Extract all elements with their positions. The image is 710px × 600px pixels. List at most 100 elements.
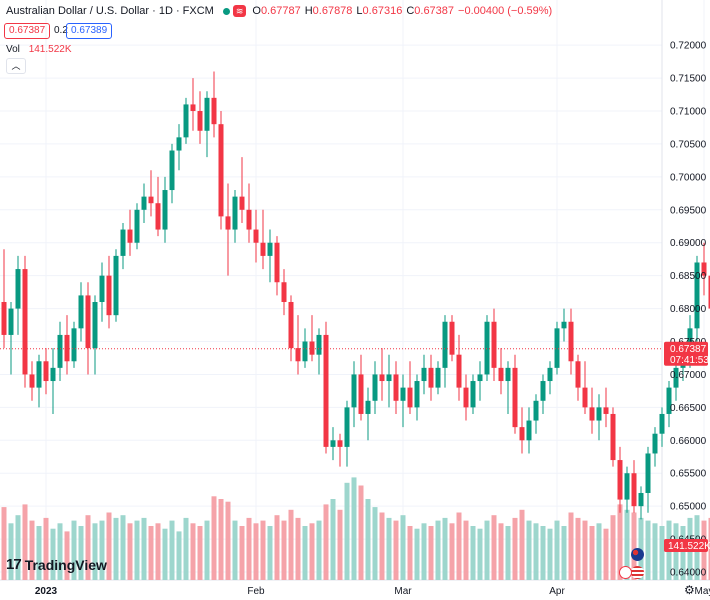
volume-bar <box>372 507 378 580</box>
bar-countdown-label: 07:41:53 <box>670 355 709 366</box>
volume-axis-marker <box>664 539 708 552</box>
volume-bar <box>302 526 308 580</box>
volume-bar <box>400 515 406 580</box>
candle-body <box>414 381 420 408</box>
candle-body <box>162 190 168 230</box>
candle-body <box>673 367 679 388</box>
candle-body <box>78 295 84 329</box>
candle-body <box>659 413 665 434</box>
candle-body <box>470 381 476 408</box>
candle-body <box>113 255 119 316</box>
y-tick-label: 0.71000 <box>670 107 707 118</box>
candle-body <box>652 433 658 454</box>
tradingview-logo[interactable]: 17 TradingView <box>6 556 107 573</box>
price-axis[interactable]: 0.72000 0.71500 0.71000 0.70500 0.70000 0.695… <box>670 41 707 579</box>
candle-body <box>22 269 28 375</box>
volume-bar <box>484 520 490 580</box>
volume-bar <box>617 504 623 580</box>
candle-body <box>99 275 105 302</box>
ask-button[interactable]: 0.67389 <box>66 23 113 39</box>
volume-bar <box>267 526 273 580</box>
candle-body <box>456 354 462 388</box>
candle-body <box>484 321 490 375</box>
candle-body <box>176 137 182 151</box>
candle-body <box>666 387 672 414</box>
candle-body <box>365 400 371 414</box>
candle-body <box>148 196 154 204</box>
collapse-legend-button[interactable]: ︿ <box>6 58 26 74</box>
candle-body <box>8 308 14 335</box>
volume-bar <box>330 499 336 580</box>
candle-body <box>407 387 413 408</box>
candle-body <box>379 374 385 382</box>
volume-bar <box>505 526 511 580</box>
symbol-title[interactable]: Australian Dollar / U.S. Dollar · 1D · F… <box>6 5 214 17</box>
gear-icon[interactable]: ⚙ <box>684 583 695 597</box>
candle-body <box>330 440 336 447</box>
volume-bar <box>533 523 539 580</box>
volume-bar <box>540 526 546 580</box>
volume-bar <box>512 517 518 580</box>
volume-bar <box>337 509 343 580</box>
candle-body <box>190 104 196 112</box>
candle-body <box>197 111 203 131</box>
candle-body <box>645 453 651 493</box>
candle-body <box>393 374 399 401</box>
candle-body <box>687 328 693 349</box>
candle-body <box>253 229 259 243</box>
x-tick-label: 2023 <box>35 586 58 597</box>
volume-bar <box>386 517 392 580</box>
logo-text: TradingView <box>24 556 107 573</box>
time-axis[interactable]: 2023FebMarAprMayJunJulAug <box>35 586 710 597</box>
candle-body <box>43 361 49 382</box>
candle-body <box>428 367 434 388</box>
volume-bar <box>169 520 175 580</box>
volume-bar <box>162 528 168 580</box>
volume-bar <box>596 523 602 580</box>
volume-bar <box>78 526 84 580</box>
data-feed-icon[interactable]: ≋ <box>232 5 247 17</box>
volume-bar <box>64 531 70 580</box>
y-tick-label: 0.66500 <box>670 403 707 414</box>
candle-body <box>204 97 210 131</box>
volume-bar <box>204 520 210 580</box>
chevron-up-icon: ︿ <box>11 61 21 71</box>
volume-bar <box>106 512 112 580</box>
bid-button[interactable]: 0.67387 <box>4 23 51 39</box>
volume-bar <box>36 526 42 580</box>
volume-bar <box>351 477 357 580</box>
candle-body <box>71 328 77 362</box>
ohlc-open: O0.67787 <box>252 5 301 17</box>
lightning-icon[interactable] <box>619 566 632 579</box>
y-tick-label: 0.71500 <box>670 74 707 85</box>
volume-bar <box>631 512 637 580</box>
ohlc-low: L0.67316 <box>356 5 403 17</box>
candle-body <box>295 348 301 362</box>
volume-axis-label: 141.522K <box>668 541 710 552</box>
volume-bars <box>1 477 710 580</box>
y-tick-label: 0.70000 <box>670 172 707 183</box>
volume-bar <box>449 523 455 580</box>
volume-bar <box>652 523 658 580</box>
volume-bar <box>526 520 532 580</box>
volume-bar <box>344 482 350 580</box>
candle-body <box>610 413 616 461</box>
volume-bar <box>519 509 525 580</box>
candle-body <box>631 473 637 507</box>
candle-body <box>582 387 588 408</box>
candle-body <box>260 242 266 256</box>
candle-body <box>155 203 161 230</box>
candle-body <box>533 400 539 421</box>
volume-bar <box>246 517 252 580</box>
candle-body <box>274 242 280 283</box>
volume-bar <box>407 526 413 580</box>
volume-bar <box>43 517 49 580</box>
volume-bar <box>295 517 301 580</box>
candle-body <box>449 321 455 355</box>
candle-body <box>617 460 623 500</box>
volume-bar <box>134 520 140 580</box>
y-tick-label: 0.65500 <box>670 469 707 480</box>
volume-bar <box>225 501 231 580</box>
y-tick-label: 0.65000 <box>670 502 707 513</box>
